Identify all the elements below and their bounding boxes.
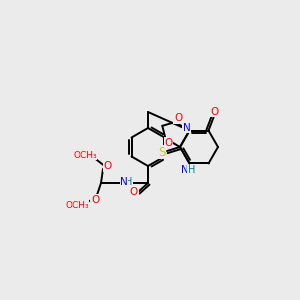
Text: OCH₃: OCH₃ — [65, 200, 89, 209]
Text: N: N — [120, 177, 128, 187]
Text: O: O — [210, 106, 219, 116]
Text: S: S — [158, 146, 166, 158]
Text: O: O — [174, 113, 182, 123]
Text: N: N — [181, 166, 188, 176]
Text: O: O — [91, 195, 99, 205]
Text: H: H — [188, 166, 195, 176]
Text: OCH₃: OCH₃ — [73, 151, 97, 160]
Text: O: O — [104, 161, 112, 171]
Text: N: N — [183, 122, 190, 133]
Text: O: O — [164, 138, 172, 148]
Text: H: H — [125, 177, 133, 187]
Text: O: O — [130, 187, 138, 197]
